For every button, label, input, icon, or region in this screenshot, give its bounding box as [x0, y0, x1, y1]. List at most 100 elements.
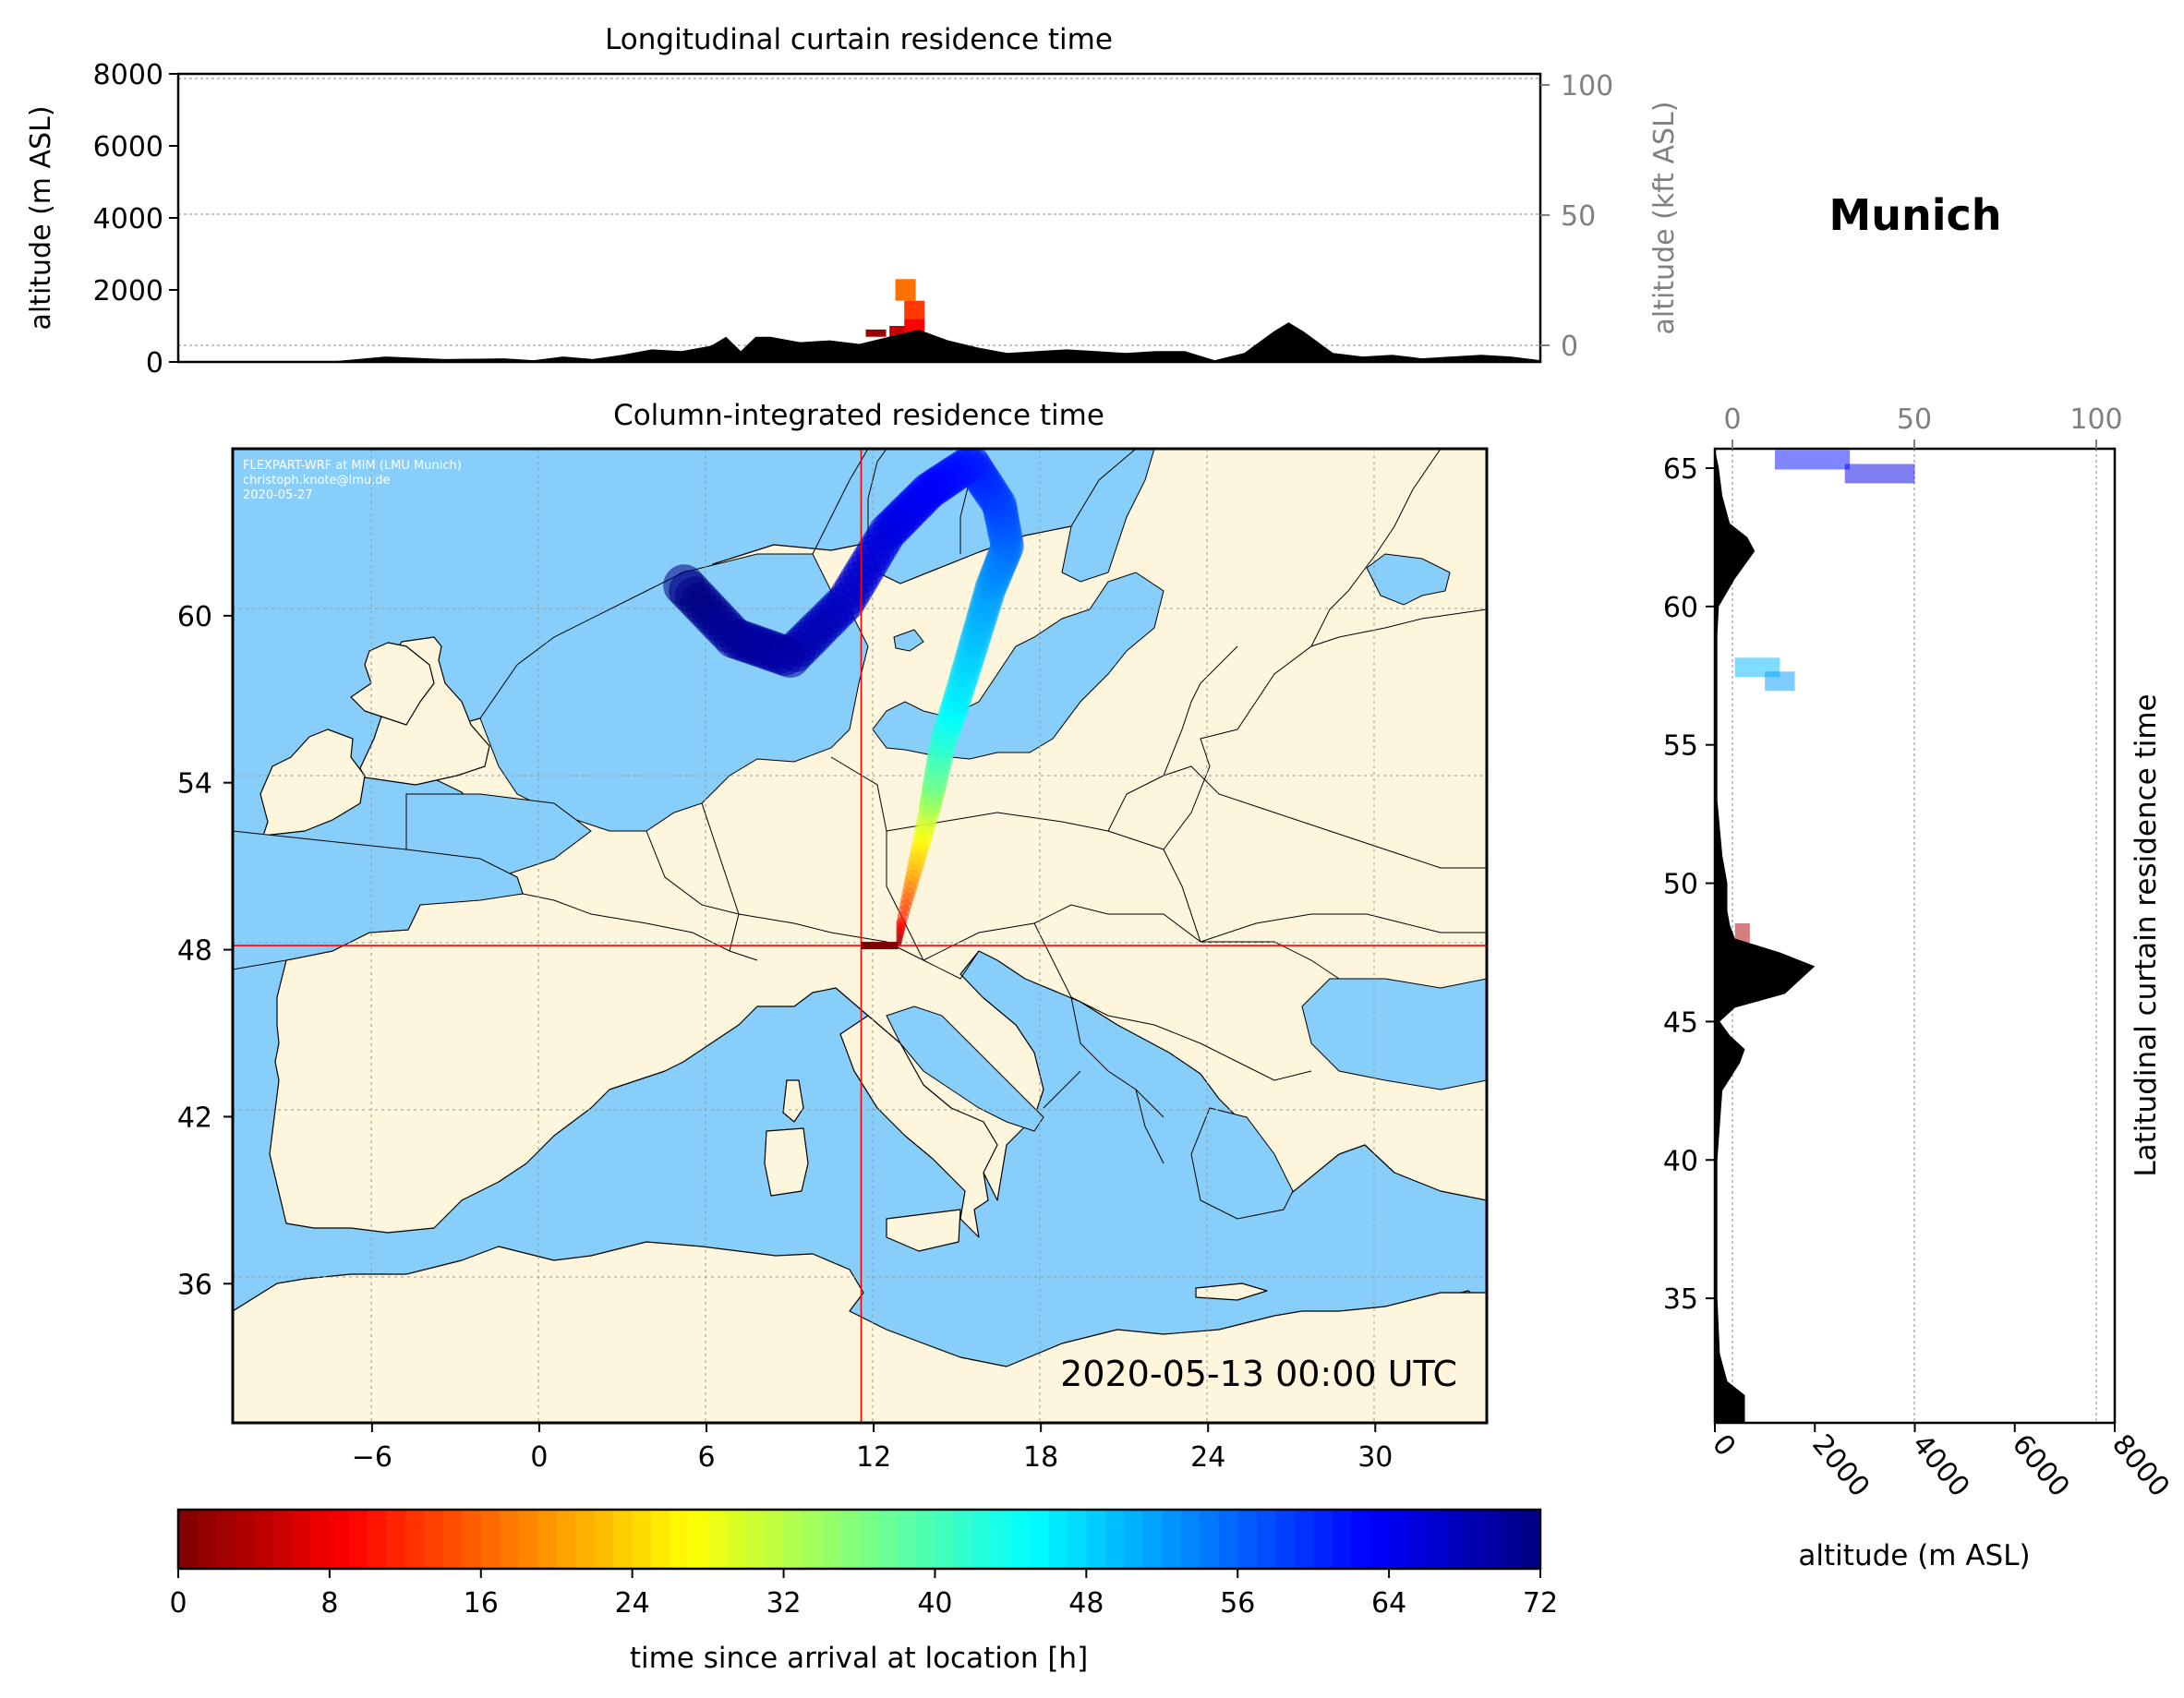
- colorbar-segment: [1370, 1510, 1390, 1569]
- colorbar-segment: [1465, 1510, 1485, 1569]
- colorbar-segment: [310, 1510, 331, 1569]
- colorbar-segment: [462, 1510, 482, 1569]
- colorbar-segment: [1332, 1510, 1352, 1569]
- map-y-tick-label: 60: [177, 601, 212, 633]
- colorbar-tick-label: 16: [464, 1587, 499, 1620]
- land-sicily: [886, 1209, 961, 1252]
- map-y-tick-label: 48: [177, 935, 212, 968]
- side-x-tick-label: 2000: [1805, 1428, 1876, 1503]
- adriatic-sea: [886, 1006, 1044, 1132]
- colorbar-segment: [594, 1510, 614, 1569]
- side-y-tick-label: 50: [1663, 869, 1698, 901]
- colorbar-tick-label: 56: [1220, 1587, 1255, 1620]
- colorbar-tick-label: 72: [1523, 1587, 1558, 1620]
- side-residence-cell: [1774, 450, 1851, 470]
- map-panel-title: Column-integrated residence time: [613, 399, 1104, 432]
- land-corsica: [782, 1079, 804, 1123]
- top-residence-cells: [865, 279, 925, 337]
- top-y-tick-label: 4000: [93, 203, 163, 235]
- top-y-axis-right-label: altitude (kft ASL): [1648, 101, 1681, 334]
- colorbar-segment: [1351, 1510, 1371, 1569]
- colorbar-tick-label: 40: [917, 1587, 952, 1620]
- top-residence-cell: [865, 329, 887, 337]
- colorbar-tick-label: 8: [320, 1587, 338, 1620]
- colorbar-segment: [953, 1510, 974, 1569]
- top-y-tick-label: 0: [146, 347, 163, 379]
- colorbar-segment: [1067, 1510, 1087, 1569]
- trajectory-plume: [663, 449, 1024, 947]
- colorbar-segment: [178, 1510, 199, 1569]
- top-y-right-tick-label: 0: [1561, 331, 1578, 363]
- colorbar-segment: [840, 1510, 861, 1569]
- colorbar-segment: [1389, 1510, 1409, 1569]
- colorbar-segment: [272, 1510, 293, 1569]
- map-x-axis: −6 0 6 12 18 24 30: [352, 1423, 1393, 1474]
- side-panel-grid: [1732, 449, 2097, 1423]
- colorbar-segment: [1124, 1510, 1144, 1569]
- top-y-tick-label: 2000: [93, 275, 163, 307]
- map-x-tick-label: 18: [1023, 1441, 1058, 1474]
- colorbar-segment: [480, 1510, 501, 1569]
- colorbar-segment: [935, 1510, 955, 1569]
- top-y-axis: 0 2000 4000 6000 8000: [93, 59, 178, 379]
- top-terrain-area: [178, 322, 1540, 362]
- colorbar-segment: [727, 1510, 747, 1569]
- colorbar-segment: [1256, 1510, 1276, 1569]
- colorbar-tick-label: 24: [615, 1587, 650, 1620]
- credit-line-3: 2020-05-27: [243, 488, 313, 502]
- colorbar-segment: [348, 1510, 368, 1569]
- colorbar-segment: [442, 1510, 463, 1569]
- colorbar: [178, 1510, 1541, 1569]
- colorbar-segment: [613, 1510, 633, 1569]
- colorbar-segment: [253, 1510, 274, 1569]
- black-sea: [1301, 978, 1487, 1090]
- colorbar-segment: [1162, 1510, 1182, 1569]
- colorbar-segment: [367, 1510, 387, 1569]
- colorbar-frame: [176, 1508, 1542, 1571]
- top-residence-cell: [895, 279, 916, 301]
- top-panel-grid: [178, 78, 1540, 346]
- side-y-tick-label: 35: [1663, 1283, 1698, 1316]
- map-credits: FLEXPART-WRF at MIM (LMU Munich) christo…: [243, 459, 462, 502]
- colorbar-segment: [972, 1510, 993, 1569]
- side-panel-title: Latitudinal curtain residence time: [2130, 693, 2163, 1176]
- colorbar-segment: [1180, 1510, 1201, 1569]
- colorbar-segment: [632, 1510, 652, 1569]
- side-terrain-area: [1715, 449, 1816, 1423]
- top-panel-frame: [176, 72, 1542, 364]
- colorbar-segment: [1104, 1510, 1125, 1569]
- land-masses: [233, 449, 1487, 1423]
- colorbar-segment: [575, 1510, 596, 1569]
- map: [233, 449, 1487, 1423]
- colorbar-segment: [1313, 1510, 1333, 1569]
- side-residence-cell: [1844, 464, 1915, 484]
- side-residence-cell: [1734, 923, 1750, 943]
- top-y-axis-right: 0 50 100: [1540, 70, 1613, 363]
- side-x-top-tick-label: 100: [2069, 403, 2122, 436]
- top-residence-cell: [904, 319, 925, 333]
- colorbar-segment: [1275, 1510, 1296, 1569]
- colorbar-label: time since arrival at location [h]: [630, 1642, 1088, 1675]
- map-timestamp: 2020-05-13 00:00 UTC: [1060, 1354, 1457, 1394]
- colorbar-segment: [556, 1510, 576, 1569]
- side-y-axis: 35 40 45 50 55 60 65: [1663, 453, 1715, 1316]
- colorbar-tick-label: 64: [1371, 1587, 1406, 1620]
- colorbar-segment: [291, 1510, 312, 1569]
- colorbar-segment: [518, 1510, 538, 1569]
- colorbar-segment: [329, 1510, 349, 1569]
- side-y-tick-label: 40: [1663, 1145, 1698, 1177]
- colorbar-segment: [1445, 1510, 1466, 1569]
- side-y-tick-label: 60: [1663, 592, 1698, 624]
- colorbar-tick-label: 32: [766, 1587, 801, 1620]
- colorbar-segment: [802, 1510, 823, 1569]
- top-y-right-tick-label: 50: [1561, 200, 1596, 233]
- top-residence-cell: [904, 300, 925, 319]
- side-residence-cell: [1765, 671, 1795, 692]
- colorbar-segment: [1521, 1510, 1541, 1569]
- colorbar-segment: [1086, 1510, 1106, 1569]
- map-x-tick-label: 0: [530, 1441, 548, 1474]
- location-crosshair: [233, 449, 1487, 1423]
- colorbar-segment: [197, 1510, 217, 1569]
- colorbar-segment: [424, 1510, 444, 1569]
- land-africa: [233, 1241, 1487, 1423]
